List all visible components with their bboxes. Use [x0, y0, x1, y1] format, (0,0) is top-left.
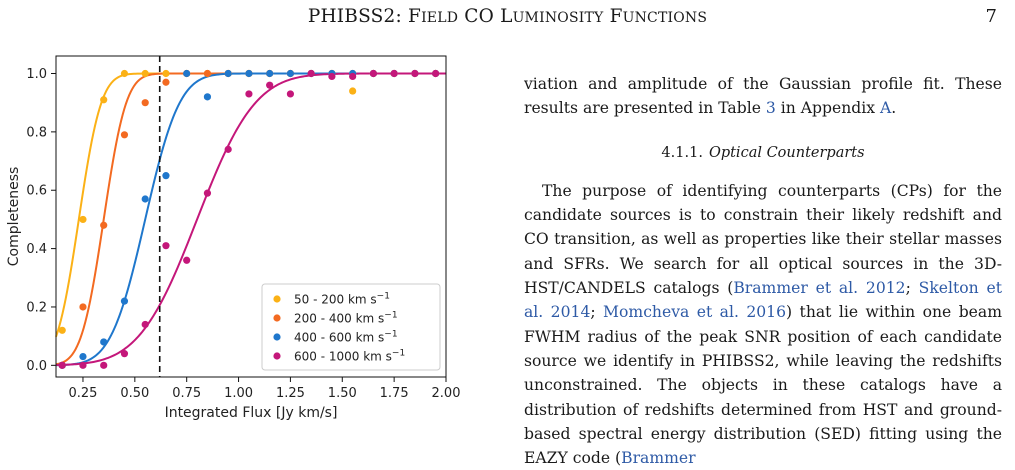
data-point-series-4	[369, 69, 377, 78]
legend-label-1: 50 - 200 km s−1	[294, 291, 390, 306]
legend-marker-1	[273, 295, 281, 303]
x-tick-label: 1.25	[276, 386, 305, 401]
y-tick-label: 0.0	[26, 359, 47, 374]
cite-skelton-2014[interactable]: Skelton et al. 2014	[524, 279, 1003, 322]
table-3-link[interactable]: 3	[765, 99, 776, 118]
data-point-series-4	[120, 350, 129, 358]
data-point-series-4	[307, 69, 315, 78]
data-point-series-4	[100, 361, 108, 369]
page-number: 7	[985, 6, 997, 27]
data-point-series-4	[79, 361, 87, 369]
cite-momcheva-2016[interactable]: Momcheva et al. 2016	[603, 303, 787, 322]
data-point-series-4	[224, 145, 232, 153]
data-point-series-3	[100, 338, 108, 346]
cite-brammer-2012[interactable]: Brammer et al. 2012	[733, 279, 906, 298]
data-points	[58, 69, 440, 369]
completeness-chart: 0.25 0.50 0.75 1.00 1.25 1.50 1.75 2.00 0.0 0.2 0.…	[6, 55, 461, 421]
legend-marker-3	[273, 333, 281, 341]
subsection-heading: 4.1.1. Optical Counterparts	[661, 144, 865, 161]
title-word-functions: Functions	[609, 6, 708, 27]
legend-label-4: 600 - 1000 km s−1	[294, 348, 405, 363]
data-point-series-3	[162, 172, 170, 180]
legend: 50 - 200 km s−1 200 - 400 km s−1 400 - 600…	[261, 283, 441, 371]
y-tick-label: 0.8	[26, 125, 47, 140]
data-point-series-1	[100, 96, 108, 104]
data-point-series-3	[79, 352, 87, 361]
y-tick-label: 0.4	[26, 242, 47, 257]
x-tick-label: 0.50	[120, 386, 149, 401]
data-point-series-2	[203, 69, 212, 78]
paragraph-2: The purpose of identifying counterparts …	[524, 181, 1003, 468]
data-point-series-2	[79, 303, 87, 311]
running-title: PHIBSS2: Field CO Luminosity Functions	[0, 6, 1015, 27]
x-tick-label: 1.50	[328, 386, 357, 401]
data-point-series-3	[266, 69, 274, 78]
x-tick-label: 0.75	[172, 386, 201, 401]
y-tick-label: 0.2	[26, 300, 47, 315]
data-point-series-1	[349, 87, 357, 95]
data-point-series-3	[203, 93, 212, 101]
data-point-series-4	[141, 320, 149, 329]
data-point-series-4	[245, 90, 253, 98]
data-point-series-3	[141, 195, 149, 203]
y-tick-label: 0.6	[26, 184, 47, 199]
x-tick-label: 1.75	[380, 386, 409, 401]
x-tick-label: 2.00	[432, 386, 461, 401]
data-point-series-4	[349, 72, 357, 81]
fit-curve-4	[55, 72, 446, 367]
data-point-series-4	[183, 256, 191, 264]
x-axis-label: Integrated Flux [Jy km/s]	[165, 405, 338, 421]
text-column: viation and amplitude of the Gaussian pr…	[524, 72, 1002, 470]
data-point-series-2	[120, 131, 129, 139]
y-tick-label: 1.0	[26, 67, 47, 82]
data-point-series-4	[390, 69, 398, 78]
data-point-series-3	[286, 69, 295, 78]
title-word-co: CO	[464, 6, 494, 27]
data-point-series-4	[328, 72, 336, 81]
data-point-series-4	[58, 361, 66, 369]
paragraph-1: viation and amplitude of the Gaussian pr…	[524, 75, 1002, 118]
data-point-series-3	[183, 69, 191, 78]
legend-marker-4	[273, 352, 281, 360]
data-point-series-3	[245, 69, 253, 78]
data-point-series-1	[58, 326, 66, 334]
data-point-series-2	[141, 99, 149, 107]
data-point-series-2	[100, 221, 108, 229]
data-point-series-4	[162, 242, 170, 250]
x-tick-label: 1.00	[224, 386, 253, 401]
title-first: PHIBSS2:	[307, 6, 402, 27]
title-word-luminosity: Luminosity	[500, 6, 604, 27]
data-point-series-2	[162, 78, 170, 86]
data-point-series-4	[286, 90, 295, 98]
cite-brammer[interactable]: Brammer	[621, 449, 696, 468]
legend-label-2: 200 - 400 km s−1	[294, 310, 398, 325]
data-point-series-1	[162, 69, 170, 78]
x-tick-label: 0.25	[68, 386, 97, 401]
axes: 0.25 0.50 0.75 1.00 1.25 1.50 1.75 2.00 0.0 0.2 0.…	[26, 55, 461, 401]
plot-frame	[55, 55, 447, 378]
data-point-series-4	[203, 189, 212, 197]
data-point-series-1	[120, 69, 129, 78]
y-axis-label: Completeness	[6, 167, 22, 267]
data-point-series-4	[266, 81, 274, 89]
data-point-series-3	[224, 69, 232, 78]
data-point-series-1	[79, 215, 87, 224]
completeness-figure: 0.25 0.50 0.75 1.00 1.25 1.50 1.75 2.00 0.0 0.2 0.…	[0, 44, 480, 462]
legend-label-3: 400 - 600 km s−1	[294, 329, 398, 344]
appendix-a-link[interactable]: A	[880, 99, 892, 118]
data-point-series-4	[432, 69, 440, 78]
legend-marker-2	[273, 314, 281, 322]
data-point-series-3	[120, 297, 129, 305]
data-point-series-4	[411, 69, 419, 78]
running-head: PHIBSS2: Field CO Luminosity Functions 7	[0, 4, 1015, 32]
legend-box	[261, 283, 441, 371]
data-point-series-1	[141, 69, 149, 78]
title-word-field: Field	[408, 6, 459, 27]
